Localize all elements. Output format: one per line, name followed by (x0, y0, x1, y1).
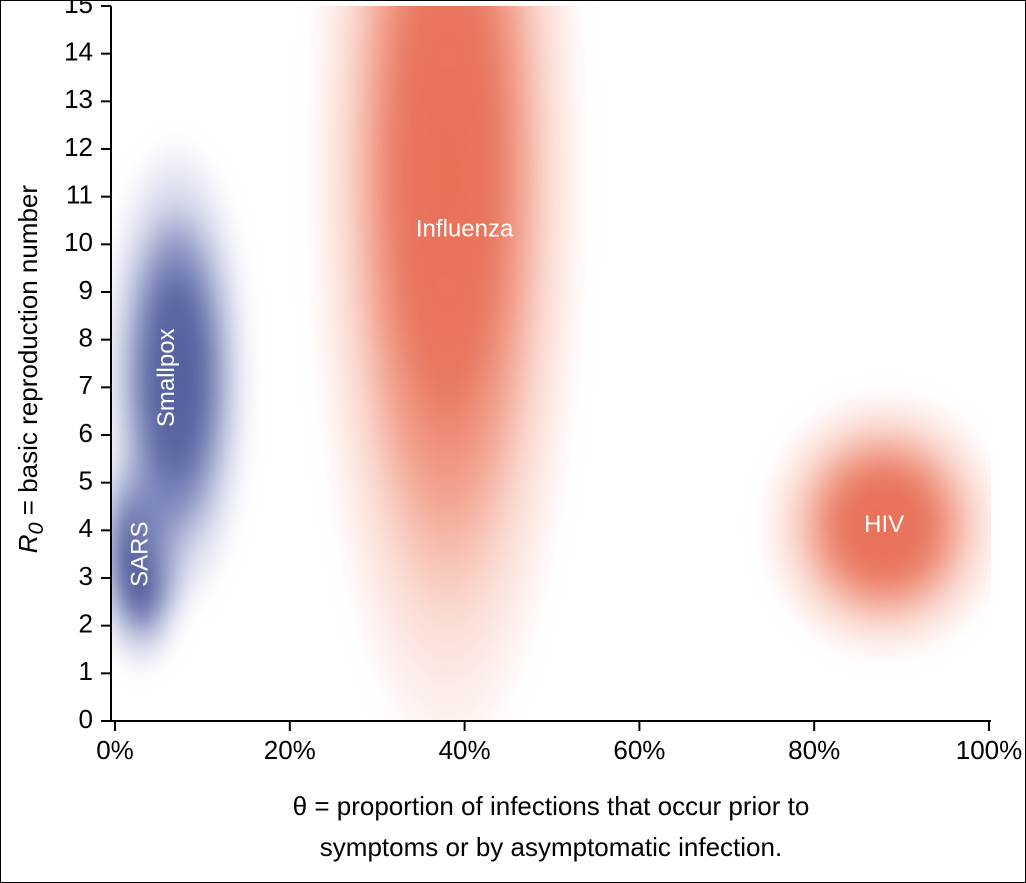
x-tick-label-80: 80% (788, 735, 840, 765)
y-tick-label-11: 11 (66, 180, 93, 210)
x-tick-label-0: 0% (96, 735, 134, 765)
y-tick-label-8: 8 (79, 323, 93, 353)
y-tick-label-4: 4 (79, 513, 93, 543)
y-tick-label-7: 7 (79, 370, 93, 400)
x-axis-title-line1: θ = proportion of infections that occur … (111, 791, 991, 822)
y-axis-title: R0 = basic reproduction number (13, 169, 49, 569)
figure-frame: R0 = basic reproduction number SARSSmall… (0, 0, 1026, 883)
y-tick-label-5: 5 (79, 466, 93, 496)
x-tick-label-100: 100% (956, 735, 1023, 765)
cloud-influenza (307, 0, 587, 783)
x-tick-label-20: 20% (264, 735, 316, 765)
y-tick-label-13: 13 (64, 84, 93, 114)
x-tick-label-60: 60% (613, 735, 665, 765)
cloud-label-influenza: Influenza (416, 215, 514, 242)
y-axis-title-R: R (13, 534, 43, 553)
clouds-layer (92, 0, 1010, 783)
y-axis-title-sub0: 0 (23, 522, 48, 534)
plot-area: SARSSmallpoxInfluenzaHIV0123456789101112… (111, 6, 991, 721)
y-axis-title-rest: = basic reproduction number (13, 185, 43, 522)
cloud-label-hiv: HIV (864, 511, 904, 538)
y-tick-label-3: 3 (79, 561, 93, 591)
y-tick-label-6: 6 (79, 418, 93, 448)
y-tick-label-14: 14 (64, 37, 93, 67)
y-tick-label-10: 10 (64, 227, 93, 257)
x-axis-title-line2: symptoms or by asymptomatic infection. (111, 832, 991, 863)
cloud-label-smallpox: Smallpox (153, 328, 180, 427)
x-axis-title: θ = proportion of infections that occur … (111, 791, 991, 863)
plot-svg: SARSSmallpoxInfluenzaHIV0123456789101112… (111, 6, 991, 721)
y-tick-label-15: 15 (64, 0, 93, 19)
y-tick-label-9: 9 (79, 275, 93, 305)
cloud-label-sars: SARS (127, 521, 154, 586)
y-tick-label-1: 1 (79, 656, 93, 686)
y-tick-label-12: 12 (64, 132, 93, 162)
y-tick-label-0: 0 (79, 704, 93, 734)
x-tick-label-40: 40% (439, 735, 491, 765)
y-tick-label-2: 2 (79, 609, 93, 639)
